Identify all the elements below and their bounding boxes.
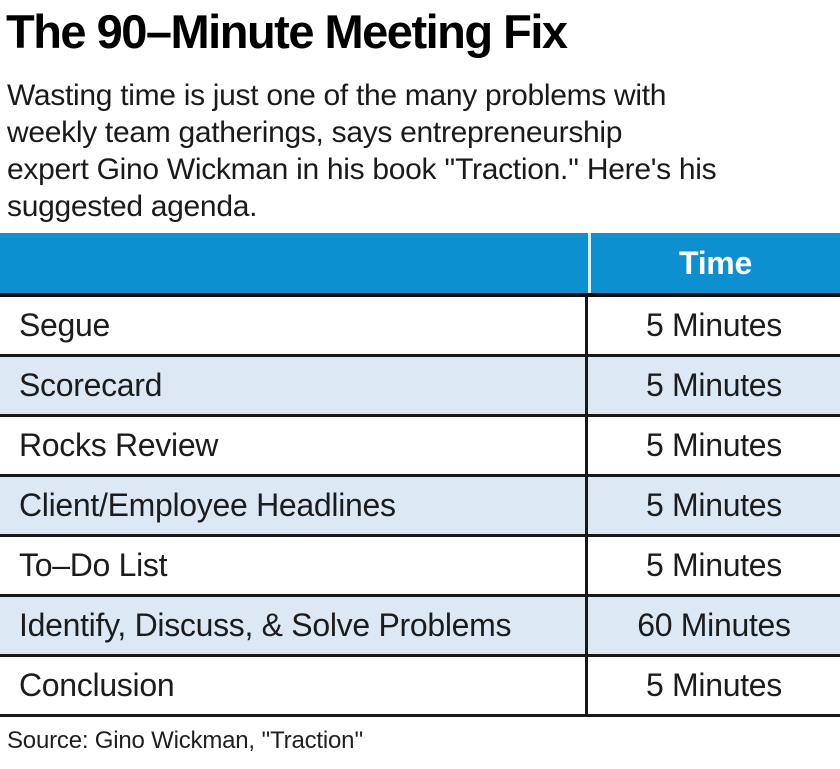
table-row: Scorecard 5 Minutes	[0, 357, 840, 417]
agenda-item-cell: Segue	[0, 297, 588, 354]
time-value: 5 Minutes	[645, 667, 783, 703]
agenda-table: Time Segue 5 Minutes Scorecard 5 Minutes…	[0, 233, 840, 717]
agenda-item-cell: To–Do List	[0, 537, 588, 594]
time-cell: 60 Minutes	[588, 597, 840, 654]
time-value: 5 Minutes	[645, 367, 783, 403]
agenda-item-label: To–Do List	[19, 547, 168, 583]
time-column-header: Time	[679, 244, 752, 281]
time-cell: 5 Minutes	[588, 537, 840, 594]
table-row: Conclusion 5 Minutes	[0, 657, 840, 717]
agenda-item-label: Identify, Discuss, & Solve Problems	[19, 607, 512, 643]
agenda-table-body: Segue 5 Minutes Scorecard 5 Minutes Rock…	[0, 293, 840, 717]
time-cell: 5 Minutes	[588, 477, 840, 534]
time-value: 5 Minutes	[645, 547, 783, 583]
table-row: Identify, Discuss, & Solve Problems 60 M…	[0, 597, 840, 657]
subtitle-line: weekly team gatherings, says entrepreneu…	[7, 116, 623, 149]
agenda-item-cell: Rocks Review	[0, 417, 588, 474]
agenda-item-cell: Client/Employee Headlines	[0, 477, 588, 534]
time-value: 60 Minutes	[637, 607, 791, 643]
table-row: To–Do List 5 Minutes	[0, 537, 840, 597]
chart-subtitle: Wasting time is just one of the many pro…	[7, 77, 833, 225]
subtitle-line: expert Gino Wickman in his book ''Tracti…	[7, 153, 717, 186]
time-cell: 5 Minutes	[588, 657, 840, 714]
time-value: 5 Minutes	[645, 487, 783, 523]
agenda-item-label: Scorecard	[19, 367, 163, 403]
table-row: Segue 5 Minutes	[0, 297, 840, 357]
chart-title: The 90–Minute Meeting Fix	[6, 5, 568, 58]
subtitle-line: suggested agenda.	[7, 190, 258, 223]
agenda-item-cell: Identify, Discuss, & Solve Problems	[0, 597, 588, 654]
time-cell: 5 Minutes	[588, 417, 840, 474]
time-value: 5 Minutes	[645, 427, 783, 463]
subtitle-line: Wasting time is just one of the many pro…	[7, 79, 667, 112]
time-cell: 5 Minutes	[588, 357, 840, 414]
time-cell: 5 Minutes	[588, 297, 840, 354]
source-attribution: Source: Gino Wickman, ''Traction''	[7, 727, 364, 754]
agenda-item-label: Client/Employee Headlines	[19, 487, 396, 523]
agenda-item-cell: Conclusion	[0, 657, 588, 714]
table-row: Rocks Review 5 Minutes	[0, 417, 840, 477]
agenda-table-header: Time	[0, 233, 840, 293]
agenda-item-label: Rocks Review	[19, 427, 219, 463]
header-column-divider	[588, 233, 591, 293]
time-value: 5 Minutes	[645, 307, 783, 343]
agenda-item-label: Segue	[19, 307, 111, 343]
agenda-item-label: Conclusion	[19, 667, 175, 703]
agenda-item-cell: Scorecard	[0, 357, 588, 414]
table-row: Client/Employee Headlines 5 Minutes	[0, 477, 840, 537]
